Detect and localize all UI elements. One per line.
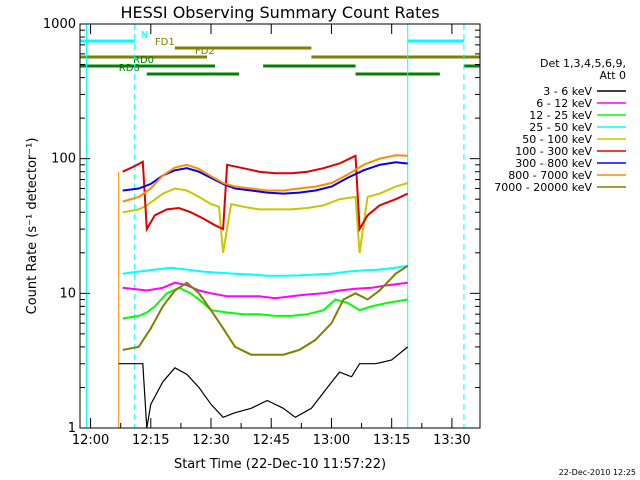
x-tick-label: 12:45 xyxy=(253,433,290,448)
series-line-1 xyxy=(122,281,408,300)
y-tick-label: 100 xyxy=(51,152,76,167)
annot-label-rd6: RD6 xyxy=(119,63,140,74)
legend-label-6: 300 - 800 keV xyxy=(515,157,592,170)
series-lines xyxy=(118,154,409,429)
x-axis-label: Start Time (22-Dec-10 11:57:22) xyxy=(174,457,386,472)
annot-label-fd2: FD2 xyxy=(195,46,215,57)
x-tick-label: 13:30 xyxy=(433,433,470,448)
legend-label-2: 12 - 25 keV xyxy=(529,109,592,122)
x-tick-label: 13:00 xyxy=(313,433,350,448)
chart-title: HESSI Observing Summary Count Rates xyxy=(120,3,439,22)
annot-label-fd1: FD1 xyxy=(155,37,175,48)
y-tick-label: 10 xyxy=(59,286,76,301)
series-line-8 xyxy=(122,264,409,356)
x-tick-label: 12:15 xyxy=(132,433,169,448)
series-line-3 xyxy=(122,264,408,277)
legend-label-8: 7000 - 20000 keV xyxy=(494,181,592,194)
legend-label-3: 25 - 50 keV xyxy=(529,121,592,134)
legend-header: Det 1,3,4,5,6,9, xyxy=(540,57,626,70)
legend-label-4: 50 - 100 keV xyxy=(522,133,592,146)
annot-label-n: N xyxy=(141,30,148,41)
series-line-4 xyxy=(122,182,408,253)
series-line-6 xyxy=(122,161,408,195)
series-line-2 xyxy=(122,286,408,320)
legend-label-5: 100 - 300 keV xyxy=(515,145,592,158)
y-tick-label: 1000 xyxy=(43,17,76,32)
vertical-marker-lines xyxy=(86,24,465,428)
series-line-0 xyxy=(118,346,409,429)
series-line-5 xyxy=(122,154,409,233)
y-tick-label: 1 xyxy=(68,421,76,436)
legend-label-0: 3 - 6 keV xyxy=(543,85,592,98)
annot-label-rd0: RD0 xyxy=(133,55,154,66)
x-tick-label: 12:00 xyxy=(72,433,109,448)
x-tick-label: 12:30 xyxy=(192,433,229,448)
plot-frame xyxy=(79,23,481,429)
series-line-7 xyxy=(122,154,408,203)
x-tick-label: 13:15 xyxy=(373,433,410,448)
footer-stamp: 22-Dec-2010 12:25 xyxy=(559,468,636,477)
axis-ticks: 12:00 12:15 12:30 12:45 13:00 13:15 13:30 1 10 10… xyxy=(43,17,480,448)
legend-subheader: Att 0 xyxy=(600,69,626,82)
y-axis-label: Count Rate (s⁻¹ detector⁻¹) xyxy=(25,138,40,315)
legend-label-7: 800 - 7000 keV xyxy=(508,169,592,182)
legend-label-1: 6 - 12 keV xyxy=(536,97,592,110)
